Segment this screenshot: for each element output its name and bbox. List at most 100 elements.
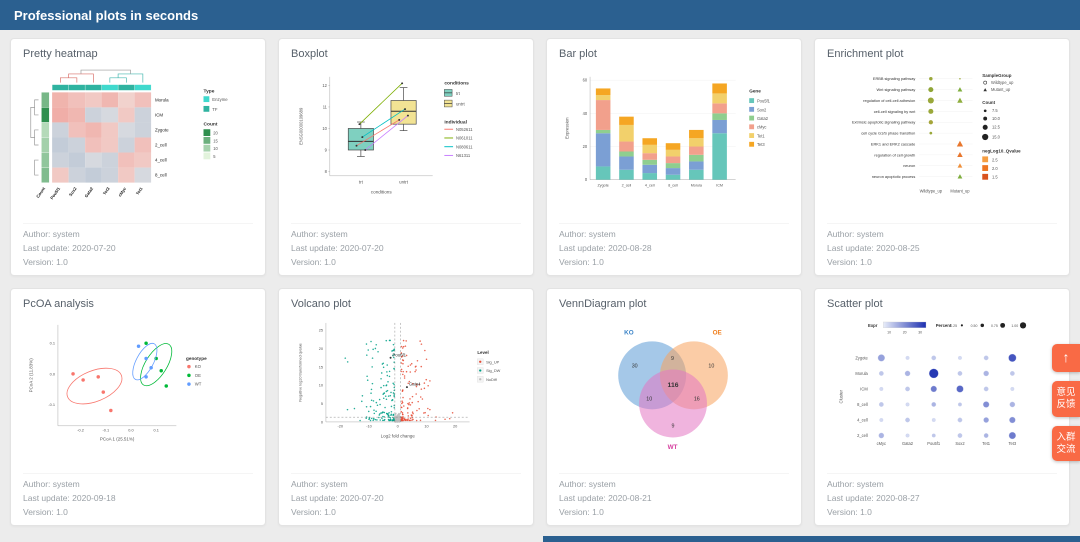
svg-text:8_cell: 8_cell — [668, 183, 678, 187]
svg-text:Tet3: Tet3 — [102, 186, 111, 196]
svg-text:1.00: 1.00 — [1011, 324, 1018, 328]
svg-text:untrt: untrt — [456, 101, 466, 106]
svg-text:Sox2: Sox2 — [68, 186, 78, 198]
svg-text:Gata4: Gata4 — [409, 382, 421, 387]
svg-text:Pou5f1: Pou5f1 — [757, 99, 771, 104]
svg-text:15: 15 — [319, 364, 323, 369]
svg-text:0: 0 — [585, 177, 588, 182]
svg-text:Morula: Morula — [155, 97, 169, 102]
card-pcoa-analysis[interactable]: PcOA analysis -0.2 -0.1 0.0 0.1 -0.1 0.0 0.1 PC… — [10, 288, 266, 526]
svg-text:4_cell: 4_cell — [857, 417, 868, 422]
svg-text:9: 9 — [671, 356, 674, 362]
card-meta: Author: system Last update: 2020-08-25 V… — [827, 222, 1057, 269]
svg-text:KO: KO — [624, 330, 634, 337]
svg-text:WT: WT — [195, 382, 202, 387]
svg-text:25: 25 — [319, 328, 323, 333]
svg-text:neuron: neuron — [903, 163, 915, 168]
card-meta: Author: system Last update: 2020-07-20 V… — [291, 472, 521, 519]
svg-text:KO: KO — [195, 364, 202, 369]
card-scatter-plot[interactable]: Scatter plot Expr 10 20 30 Percent 0.25 0.50 0.… — [814, 288, 1070, 526]
svg-text:2.0: 2.0 — [992, 166, 998, 171]
svg-text:ERBB signaling pathway: ERBB signaling pathway — [873, 76, 915, 81]
svg-text:ICM: ICM — [155, 112, 163, 117]
card-enrichment-plot[interactable]: Enrichment plot ERBB signaling pathway Wn… — [814, 38, 1070, 276]
svg-text:10: 10 — [322, 126, 327, 131]
svg-text:Cluster: Cluster — [839, 389, 844, 403]
card-version: Version: 1.0 — [291, 506, 336, 517]
svg-text:16: 16 — [694, 397, 700, 403]
svg-text:15: 15 — [213, 138, 218, 143]
svg-text:10.0: 10.0 — [992, 116, 1001, 121]
card-updated: Last update: 2020-07-20 — [291, 242, 384, 253]
svg-text:-10: -10 — [366, 424, 372, 429]
svg-text:Tet1: Tet1 — [982, 441, 990, 446]
svg-text:8_cell: 8_cell — [155, 173, 167, 178]
svg-text:Pou5f1: Pou5f1 — [927, 441, 941, 446]
card-venndiagram-plot[interactable]: VennDiagram plot KO OE WT 30 9 10 10 116 16 9 Aut… — [546, 288, 802, 526]
card-title: PcOA analysis — [23, 298, 94, 310]
svg-text:Gene: Gene — [749, 88, 761, 93]
svg-text:9: 9 — [672, 424, 675, 430]
svg-text:ICM: ICM — [716, 183, 723, 187]
svg-text:Mutant_up: Mutant_up — [950, 188, 970, 193]
svg-text:0.0: 0.0 — [128, 428, 133, 433]
svg-text:Extrinsic apoptotic signaling: Extrinsic apoptotic signaling pathway — [852, 120, 915, 125]
svg-text:negLog10_Qvalue: negLog10_Qvalue — [982, 149, 1021, 154]
svg-text:Wildtype_up: Wildtype_up — [991, 80, 1014, 85]
svg-text:individual: individual — [444, 119, 467, 125]
svg-text:0.25: 0.25 — [950, 324, 957, 328]
svg-text:Log2 fold change: Log2 fold change — [381, 433, 416, 438]
svg-text:15.0: 15.0 — [992, 134, 1001, 139]
svg-text:12.5: 12.5 — [992, 125, 1001, 130]
svg-text:untrt: untrt — [399, 180, 409, 185]
svg-text:20: 20 — [903, 331, 907, 335]
svg-text:regulation of cell growth: regulation of cell growth — [874, 152, 915, 157]
group-label-line2: 交流 — [1056, 443, 1076, 455]
card-boxplot[interactable]: Boxplot 8 9 10 11 12 trt untrt conditions ENSG00… — [278, 38, 534, 276]
footer-bar — [543, 536, 1080, 542]
svg-text:Zygote: Zygote — [598, 183, 609, 187]
svg-text:10: 10 — [646, 397, 652, 403]
card-author: Author: system — [827, 478, 884, 489]
svg-text:-20: -20 — [337, 424, 343, 429]
svg-text:Tet3: Tet3 — [1009, 441, 1017, 446]
card-volcano-plot[interactable]: Volcano plot -20 -10 0 10 20 0 5 10 15 20 25 Pou5f1… — [278, 288, 534, 526]
svg-text:30: 30 — [632, 364, 638, 370]
card-title: VennDiagram plot — [559, 298, 647, 310]
card-bar-plot[interactable]: Bar plot 0 20 40 60 Zygote 2_cell 4_cell 8_cell… — [546, 38, 802, 276]
barplot-chart: 0 20 40 60 Zygote 2_cell 4_cell 8_cell Morula ICM… — [565, 76, 771, 187]
svg-text:Negative log10 transformed qva: Negative log10 transformed qvalue — [299, 343, 303, 401]
svg-text:5: 5 — [321, 401, 323, 406]
svg-text:TF: TF — [212, 107, 218, 112]
join-group-button[interactable]: 入群 交流 — [1052, 425, 1080, 462]
svg-text:8: 8 — [325, 169, 328, 174]
svg-text:Zygote: Zygote — [155, 128, 169, 133]
back-to-top-button[interactable]: ↑ — [1052, 344, 1080, 372]
svg-text:0.1: 0.1 — [153, 428, 158, 433]
svg-text:Gata2: Gata2 — [83, 186, 94, 199]
card-version: Version: 1.0 — [291, 256, 336, 267]
volcano-chart: -20 -10 0 10 20 0 5 10 15 20 25 Pou5f1 Gata4 Log2 fol… — [299, 322, 501, 438]
svg-text:conditions: conditions — [371, 189, 393, 194]
svg-text:5: 5 — [213, 154, 216, 159]
svg-text:Sox2: Sox2 — [955, 441, 965, 446]
svg-text:N061011: N061011 — [456, 136, 473, 141]
svg-text:N61311: N61311 — [456, 153, 471, 158]
svg-text:Gata2: Gata2 — [757, 116, 769, 121]
svg-text:Tet1: Tet1 — [757, 133, 765, 138]
feedback-button[interactable]: 意见 反馈 — [1052, 380, 1080, 417]
card-title: Boxplot — [291, 48, 328, 60]
card-pretty-heatmap[interactable]: Pretty heatmap Morula ICM Zygote 2_cell 4_ce… — [10, 38, 266, 276]
svg-text:Count: Count — [204, 121, 218, 127]
svg-text:Expr: Expr — [868, 323, 878, 328]
card-author: Author: system — [559, 228, 616, 239]
group-label-line1: 入群 — [1056, 431, 1076, 443]
svg-text:-0.1: -0.1 — [102, 428, 109, 433]
svg-text:4_cell: 4_cell — [155, 158, 167, 163]
svg-text:Count: Count — [35, 186, 46, 199]
svg-text:Mutant_up: Mutant_up — [991, 87, 1011, 92]
svg-text:trt: trt — [456, 91, 461, 96]
card-title: Pretty heatmap — [23, 48, 98, 60]
